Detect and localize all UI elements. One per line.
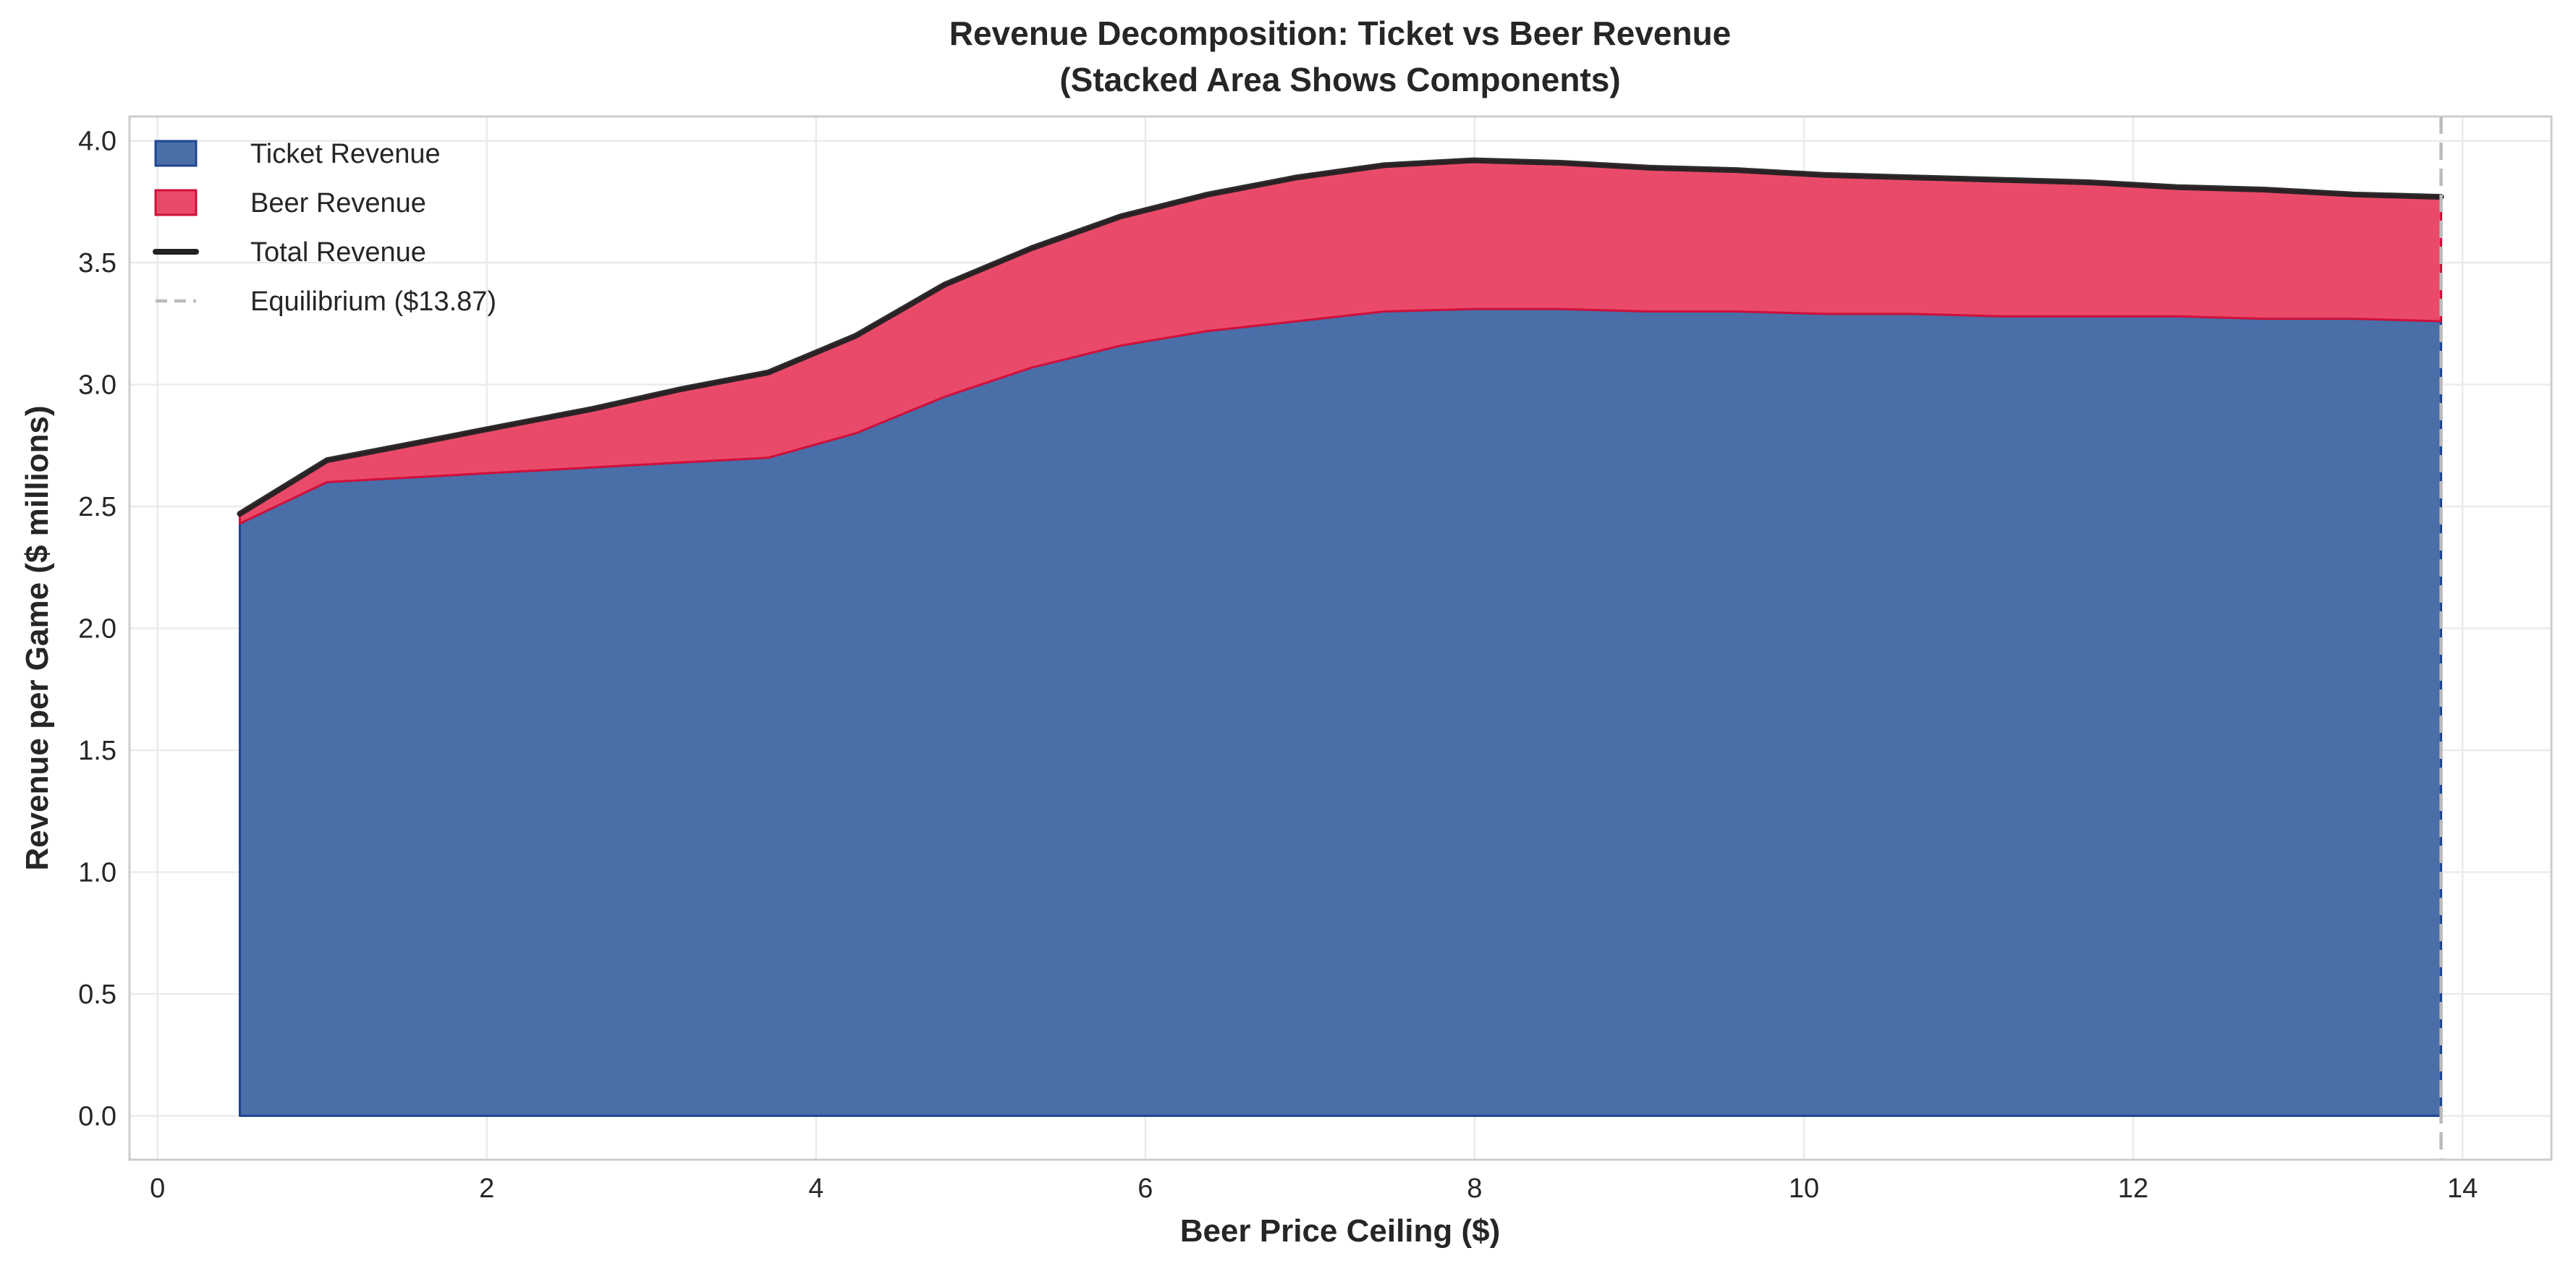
legend-label: Total Revenue — [250, 237, 426, 268]
y-ticks: 0.0 0.5 1.0 1.5 2.0 2.5 3.0 3.5 4.0 — [78, 127, 116, 1132]
legend-ticket-revenue: Ticket Revenue — [154, 139, 441, 169]
y-axis-label: Revenue per Game ($ millions) — [20, 405, 55, 870]
plot-area — [237, 157, 2444, 1117]
y-tick-label: 2.0 — [78, 614, 116, 645]
legend-label: Ticket Revenue — [250, 139, 441, 169]
x-tick-label: 14 — [2447, 1173, 2478, 1204]
y-tick-label: 3.5 — [78, 248, 116, 279]
legend-label: Beer Revenue — [250, 188, 426, 218]
legend-total-revenue: Total Revenue — [153, 237, 426, 268]
x-tick-label: 8 — [1467, 1173, 1482, 1204]
x-tick-label: 10 — [1789, 1173, 1819, 1204]
x-tick-label: 0 — [150, 1173, 165, 1204]
axes-frame — [128, 115, 2553, 1161]
legend: Ticket Revenue Beer Revenue Total Revenue E… — [153, 139, 496, 317]
y-tick-label: 1.5 — [78, 736, 116, 766]
y-tick-label: 3.0 — [78, 370, 116, 401]
y-tick-label: 0.5 — [78, 980, 116, 1010]
x-tick-label: 6 — [1137, 1173, 1153, 1204]
y-tick-label: 2.5 — [78, 492, 116, 522]
y-tick-label: 4.0 — [78, 127, 116, 157]
legend-beer-revenue: Beer Revenue — [154, 188, 426, 218]
legend-swatch — [154, 140, 198, 167]
total-revenue-line — [237, 157, 2444, 517]
legend-equilibrium: Equilibrium ($13.87) — [156, 286, 496, 317]
x-tick-label: 4 — [808, 1173, 823, 1204]
chart-title: Revenue Decomposition: Ticket vs Beer Re… — [949, 14, 1732, 52]
legend-label: Equilibrium ($13.87) — [250, 286, 496, 317]
y-tick-label: 1.0 — [78, 857, 116, 888]
x-tick-label: 12 — [2118, 1173, 2148, 1204]
chart-subtitle: (Stacked Area Shows Components) — [1059, 61, 1620, 98]
x-tick-label: 2 — [479, 1173, 494, 1204]
x-axis-label: Beer Price Ceiling ($) — [1180, 1213, 1501, 1249]
legend-swatch — [154, 189, 198, 216]
x-ticks: 0 2 4 6 8 10 12 14 — [150, 1173, 2478, 1204]
y-tick-label: 0.0 — [78, 1101, 116, 1131]
